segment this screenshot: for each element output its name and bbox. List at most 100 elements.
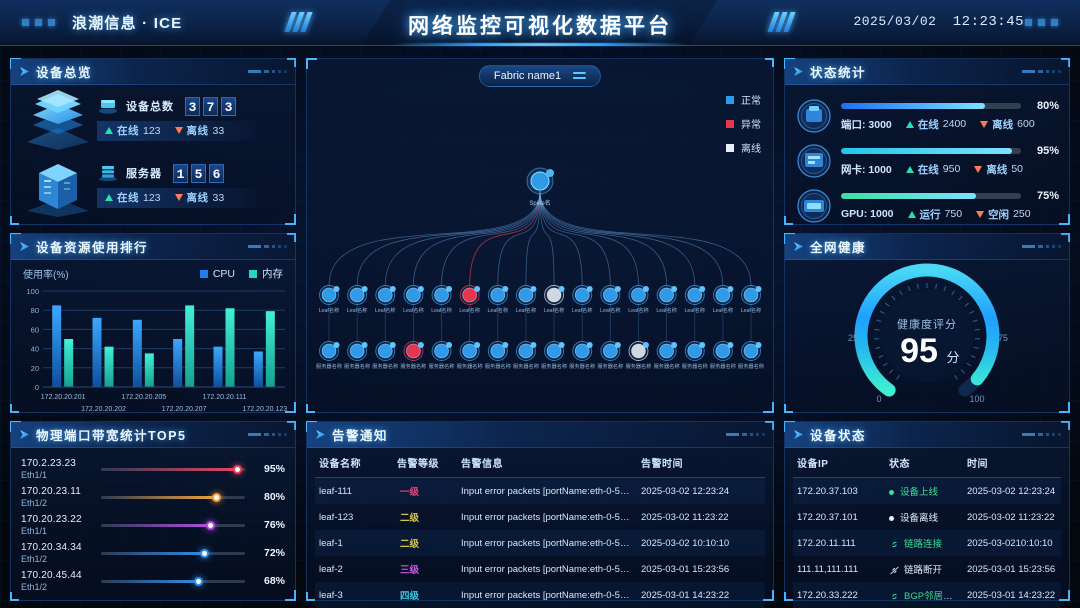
topology-leaf-node[interactable]: Leaf名称 (656, 285, 678, 315)
online-value: 123 (143, 124, 161, 137)
header-deco (248, 70, 287, 73)
panel-body-resource-ranking: 使用率(%) CPU 内存 0 20 40 60 80 100 172.20.20.201 1… (11, 260, 295, 414)
column-header[interactable]: 状态 (885, 448, 963, 478)
topology-server-node[interactable]: 服务器名称 (569, 341, 595, 371)
topology-leaf-node[interactable]: Leaf名称 (628, 285, 649, 315)
table-row[interactable]: leaf-1 二级 Input error packets [portName:et… (315, 530, 765, 556)
column-header[interactable]: 告警等级 (393, 448, 457, 478)
topology-leaf-node[interactable]: Leaf名称 (684, 285, 706, 315)
unlink-icon (889, 565, 900, 576)
table-row[interactable]: leaf-3 四级 Input error packets [portName:et… (315, 582, 765, 608)
topology-leaf-node[interactable]: Leaf名称 (319, 285, 340, 315)
column-header[interactable]: 告警时间 (637, 448, 765, 478)
bandwidth-slider[interactable] (101, 548, 245, 558)
bandwidth-slider[interactable] (101, 520, 245, 530)
alarm-time: 2025-03-02 12:23:24 (641, 485, 730, 497)
topology-server-node[interactable]: 服务器名称 (625, 341, 651, 371)
bandwidth-knob[interactable] (200, 548, 210, 558)
topology-leaf-node[interactable]: Leaf名称 (572, 285, 593, 315)
table-row[interactable]: 172.20.33.222 BGP邻居连接 2025-03-01 14:23:22 (793, 582, 1061, 608)
table-row[interactable]: 111.11,111.111 链路断开 2025-03-01 15:23:56 (793, 556, 1061, 582)
topology-server-node[interactable]: 服务器名称 (597, 341, 623, 371)
table-row[interactable]: leaf-2 三级 Input error packets [portName:et… (315, 556, 765, 582)
topology-server-node[interactable]: 服务器名称 (738, 341, 764, 371)
bandwidth-row[interactable]: 170.2.23.23 Eth1/1 95% (21, 455, 285, 483)
device-time: 2025-03-02 12:23:24 (967, 485, 1056, 497)
topology-leaf-node[interactable]: Leaf名称 (403, 285, 424, 315)
table-row[interactable]: 172.20.37.101 设备离线 2025-03-02 11:23:22 (793, 504, 1061, 530)
fabric-selector[interactable]: Fabric name1 (478, 65, 602, 87)
svg-text:Leaf名称: Leaf名称 (516, 306, 536, 314)
svg-text:Leaf名称: Leaf名称 (600, 306, 620, 314)
topology-server-node[interactable]: 服务器名称 (344, 341, 370, 371)
bandwidth-row[interactable]: 170.20.23.22 Eth1/1 76% (21, 511, 285, 539)
svg-text:Leaf名称: Leaf名称 (572, 306, 592, 314)
topology-leaf-node[interactable]: Leaf名称 (544, 285, 565, 315)
panel-header-network-health: 全网健康 (785, 234, 1069, 260)
legend-item-memory[interactable]: 内存 (249, 266, 283, 281)
svg-text:172.20.20.123: 172.20.20.123 (242, 406, 287, 413)
device-state: 链路断开 (885, 556, 963, 582)
table-row[interactable]: 172.20.37.103 设备上线 2025-03-02 12:23:24 (793, 477, 1061, 505)
topology-server-node[interactable]: 服务器名称 (710, 341, 736, 371)
bandwidth-knob[interactable] (211, 492, 221, 502)
topology-server-node[interactable]: 服务器名称 (541, 341, 567, 371)
status-row: 95% 网卡: 1000 在线 950 离线 50 (785, 138, 1069, 183)
topology-graph[interactable]: Spine名 Leaf名称 Leaf名称 Leaf名称 Leaf名称 Leaf名称 Leaf… (307, 59, 773, 412)
topology-spine-node[interactable]: Spine名 (526, 167, 554, 207)
bandwidth-row[interactable]: 170.20.23.11 Eth1/2 80% (21, 483, 285, 511)
topology-leaf-node[interactable]: Leaf名称 (741, 285, 762, 315)
topology-server-node[interactable]: 服务器名称 (316, 341, 342, 371)
table-header-row: 设备IP 状态 时间 (793, 448, 1061, 478)
topology-server-node[interactable]: 服务器名称 (654, 341, 680, 371)
swap-icon[interactable] (573, 71, 587, 81)
bandwidth-knob[interactable] (194, 576, 204, 586)
bandwidth-knob[interactable] (205, 520, 215, 530)
alarm-device: leaf-111 (319, 485, 352, 497)
alarm-time: 2025-03-01 15:23:56 (641, 563, 730, 575)
column-header[interactable]: 设备IP (793, 448, 885, 478)
topology-leaf-node[interactable]: Leaf名称 (516, 285, 537, 315)
topology-server-node[interactable]: 服务器名称 (682, 341, 708, 371)
topology-server-node[interactable]: 服务器名称 (513, 341, 539, 371)
bandwidth-row[interactable]: 170.20.34.34 Eth1/2 72% (21, 539, 285, 567)
column-header[interactable]: 设备名称 (315, 448, 393, 478)
svg-text:Leaf名称: Leaf名称 (319, 306, 339, 314)
table-row[interactable]: leaf-123 二级 Input error packets [portName:… (315, 504, 765, 530)
header-deco (248, 433, 287, 436)
topology-leaf-node[interactable]: Leaf名称 (713, 285, 734, 315)
topology-server-node[interactable]: 服务器名称 (400, 341, 426, 371)
topology-server-node[interactable]: 服务器名称 (457, 341, 483, 371)
legend-item-normal[interactable]: 正常 (726, 92, 761, 107)
bandwidth-slider[interactable] (101, 576, 245, 586)
device-state: 链路连接 (885, 530, 963, 556)
bandwidth-slider[interactable] (101, 464, 245, 474)
bandwidth-knob[interactable] (233, 464, 243, 474)
topology-leaf-node[interactable]: Leaf名称 (488, 285, 509, 315)
legend-item-cpu[interactable]: CPU (199, 266, 235, 281)
topology-server-node[interactable]: 服务器名称 (372, 341, 398, 371)
topology-leaf-node[interactable]: Leaf名称 (431, 285, 453, 315)
table-row[interactable]: leaf-111 一级 Input error packets [portName:… (315, 477, 765, 504)
topology-leaf-node[interactable]: Leaf名称 (375, 285, 396, 315)
status-secondary: 空闲 250 (976, 207, 1031, 222)
device-state: 设备上线 (885, 478, 963, 505)
header-datetime: 2025/03/02 12:23:45 (853, 14, 1024, 30)
alarm-message: Input error packets [portName:eth-0-50,p… (461, 537, 637, 549)
column-header[interactable]: 时间 (963, 448, 1061, 478)
bandwidth-slider[interactable] (101, 492, 245, 502)
legend-item-offline[interactable]: 离线 (726, 140, 761, 155)
bandwidth-ip: 170.20.23.11 (21, 486, 82, 498)
topology-server-node[interactable]: 服务器名称 (429, 341, 455, 371)
status-fill (841, 192, 976, 199)
column-header[interactable]: 告警信息 (457, 448, 637, 478)
topology-leaf-node[interactable]: Leaf名称 (459, 285, 481, 315)
table-row[interactable]: 172.20.11.111 链路连接 2025-03-0210:10:10 (793, 530, 1061, 556)
bandwidth-row[interactable]: 170.20.45.44 Eth1/2 68% (21, 567, 285, 595)
topology-leaf-node[interactable]: Leaf名称 (347, 285, 368, 315)
legend-item-abnormal[interactable]: 异常 (726, 116, 761, 131)
topology-server-node[interactable]: 服务器名称 (485, 341, 511, 371)
topology-leaf-node[interactable]: Leaf名称 (600, 285, 621, 315)
status-bar-line: 95% (841, 145, 1059, 157)
svg-text:服务器名称: 服务器名称 (625, 362, 651, 370)
